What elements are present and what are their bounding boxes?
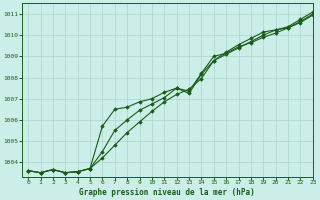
- X-axis label: Graphe pression niveau de la mer (hPa): Graphe pression niveau de la mer (hPa): [79, 188, 255, 197]
